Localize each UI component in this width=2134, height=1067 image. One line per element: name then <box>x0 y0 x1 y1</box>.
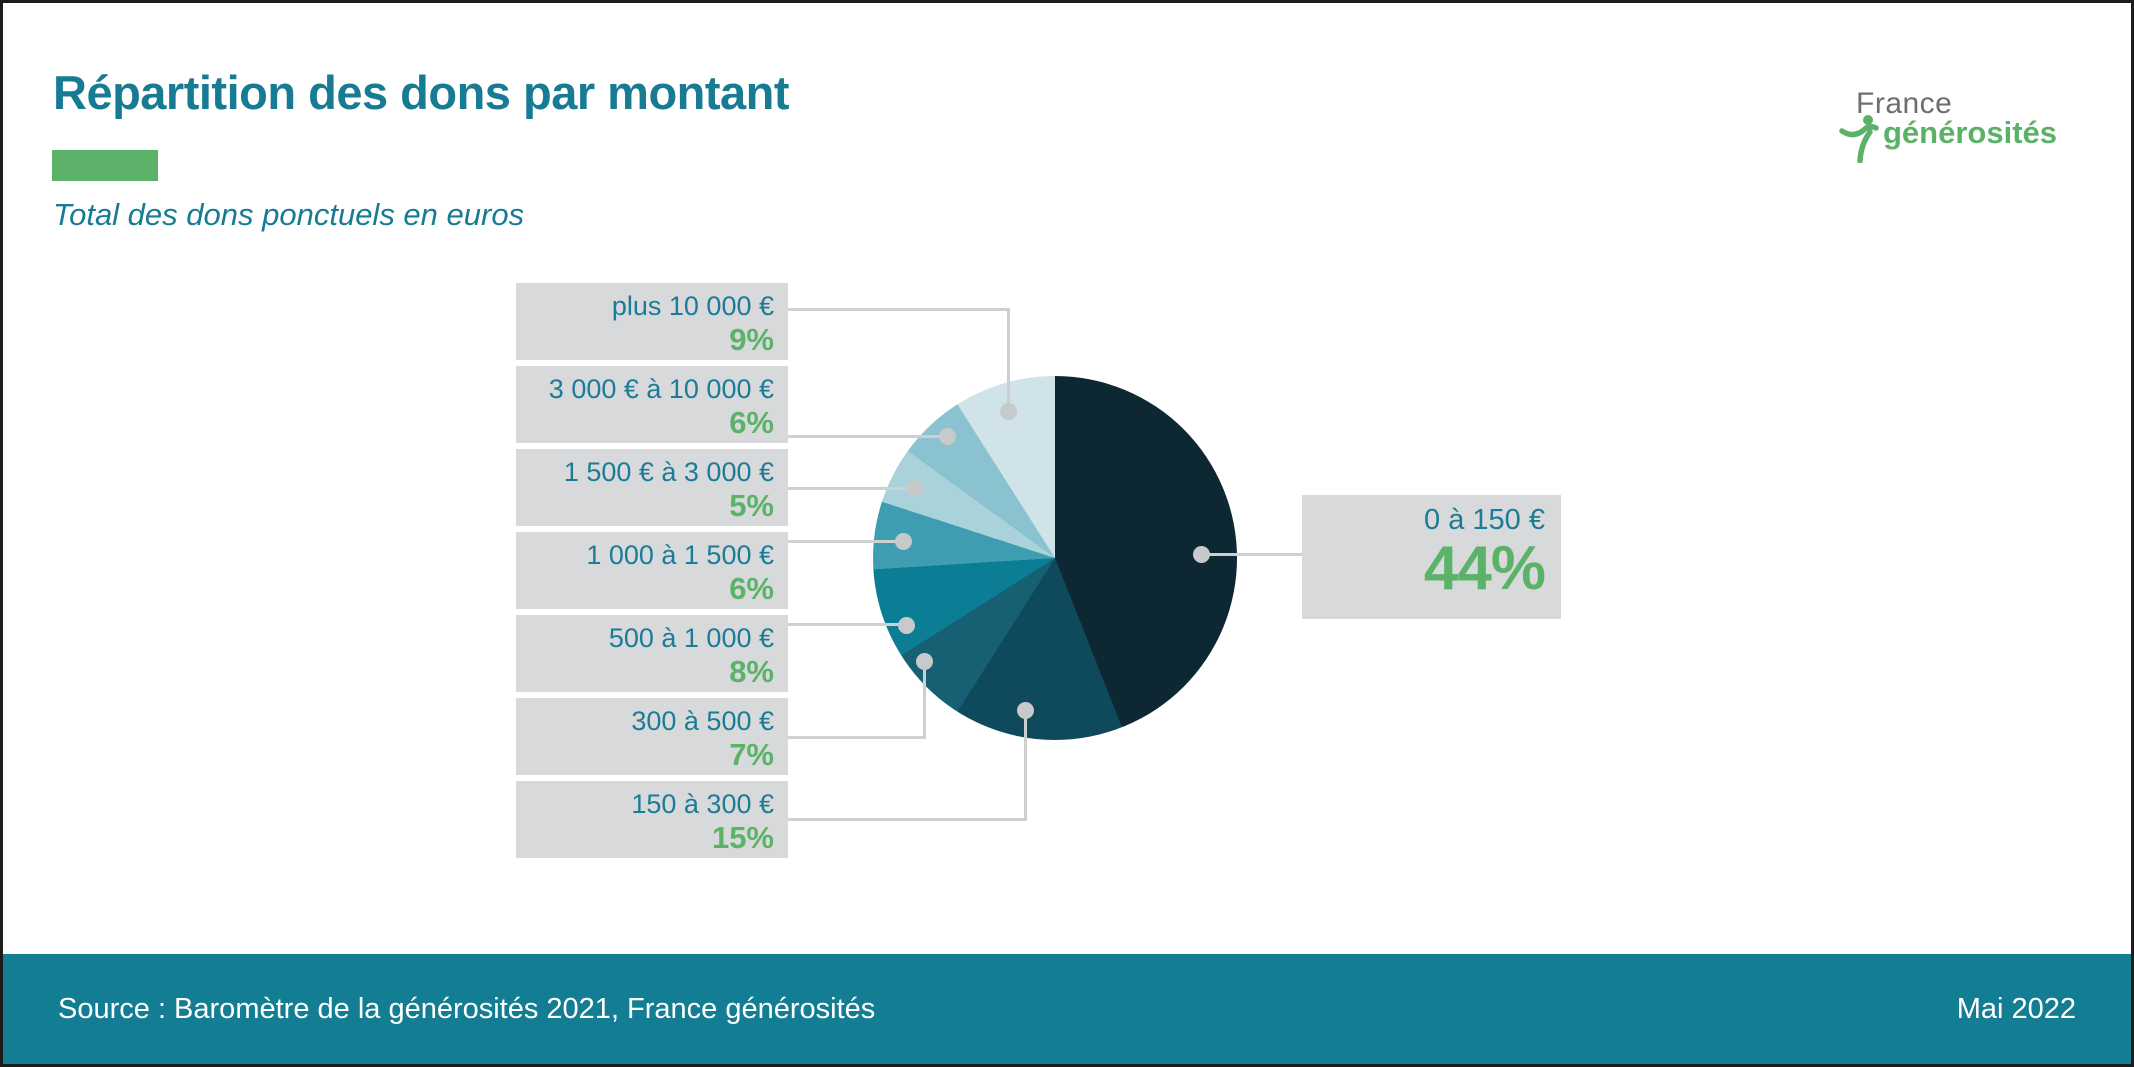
slice-percent: 15% <box>711 820 774 856</box>
leader-dot <box>906 480 923 497</box>
leader-line <box>788 818 1027 821</box>
leader-dot <box>939 428 956 445</box>
slice-percent: 8% <box>729 654 774 690</box>
page-title: Répartition des dons par montant <box>53 66 790 119</box>
leader-dot <box>1193 546 1210 563</box>
slice-percent: 6% <box>729 405 774 441</box>
france-generosites-logo: France générosités <box>1839 87 2099 167</box>
callout-300-500: 300 à 500 € 7% <box>516 698 788 775</box>
leader-line <box>788 308 1009 311</box>
leader-line <box>788 435 948 438</box>
leader-dot <box>895 533 912 550</box>
leader-line <box>788 736 926 739</box>
slice-label: 3 000 € à 10 000 € <box>548 374 774 404</box>
leader-dot <box>1017 702 1034 719</box>
leader-line <box>788 540 904 543</box>
leader-line <box>1007 308 1010 412</box>
slice-percent: 44% <box>1423 533 1546 603</box>
slice-label: 1 500 € à 3 000 € <box>563 457 774 487</box>
pie <box>873 376 1237 740</box>
leader-line <box>1024 709 1027 821</box>
date-text: Mai 2022 <box>1956 992 2076 1025</box>
slice-label: 0 à 150 € <box>1424 504 1545 536</box>
callout-1500-3000: 1 500 € à 3 000 € 5% <box>516 449 788 526</box>
logo-text-france: France <box>1856 87 1953 120</box>
leader-dot <box>1000 403 1017 420</box>
leader-dot <box>916 653 933 670</box>
chart-subtitle: Total des dons ponctuels en euros <box>53 197 525 232</box>
slice-label: 150 à 300 € <box>631 789 774 819</box>
slice-percent: 6% <box>729 571 774 607</box>
callout-0-150: 0 à 150 € 44% <box>1302 495 1561 619</box>
slice-percent: 9% <box>729 322 774 358</box>
footer-band: Source : Baromètre de la générosités 202… <box>3 954 2131 1064</box>
slice-percent: 5% <box>729 488 774 524</box>
leader-line <box>788 487 915 490</box>
callout-1000-1500: 1 000 à 1 500 € 6% <box>516 532 788 609</box>
callout-150-300: 150 à 300 € 15% <box>516 781 788 858</box>
slice-percent: 7% <box>729 737 774 773</box>
logo-text-generosites: générosités <box>1883 115 2058 150</box>
callout-500-1000: 500 à 1 000 € 8% <box>516 615 788 692</box>
slice-label: 1 000 à 1 500 € <box>586 540 774 570</box>
slice-label: 500 à 1 000 € <box>608 623 774 653</box>
source-text: Source : Baromètre de la générosités 202… <box>58 992 876 1025</box>
leader-line <box>923 661 926 739</box>
callout-plus-10000: plus 10 000 € 9% <box>516 283 788 360</box>
leaping-person-icon <box>1839 115 1879 163</box>
slice-label: plus 10 000 € <box>611 291 774 321</box>
slice-label: 300 à 500 € <box>631 706 774 736</box>
callout-3000-10000: 3 000 € à 10 000 € 6% <box>516 366 788 443</box>
title-accent-bar <box>52 150 158 181</box>
leader-line <box>1201 553 1302 556</box>
leader-line <box>788 623 907 626</box>
leader-dot <box>898 617 915 634</box>
